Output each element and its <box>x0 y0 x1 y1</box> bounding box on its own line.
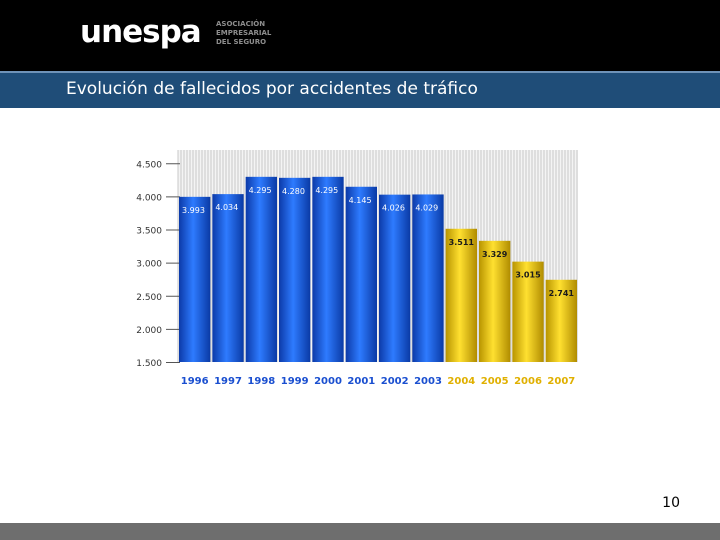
x-axis: 1996 1997 1998 1999 2000 2001 2002 2003 2004 2005… <box>181 376 576 387</box>
bar-2007 <box>545 279 577 362</box>
x-tick-label: 2004 <box>447 376 475 387</box>
data-label: 3.511 <box>449 238 475 247</box>
data-label: 4.029 <box>415 203 438 212</box>
y-tick-label: 2.000 <box>136 326 162 336</box>
title-bar-rule <box>0 71 720 73</box>
data-label: 3.015 <box>515 271 541 280</box>
title-bar <box>0 71 720 108</box>
y-tick-label: 1.500 <box>136 359 162 369</box>
data-labels: 3.993 4.034 4.295 4.280 4.295 4.145 4.026 4.029… <box>182 186 574 298</box>
bar-2004 <box>445 228 477 362</box>
bar-1997 <box>212 194 244 362</box>
bar-1998 <box>245 176 277 362</box>
logo-tagline: ASOCIACIÓN EMPRESARIAL DEL SEGURO <box>216 20 271 47</box>
logo-tagline-line: EMPRESARIAL <box>216 29 272 37</box>
data-label: 2.741 <box>549 289 575 298</box>
y-tick-label: 4.000 <box>136 193 162 203</box>
bar-2005 <box>479 240 511 362</box>
y-tick-label: 2.500 <box>136 293 162 303</box>
y-tick-label: 3.500 <box>136 227 162 237</box>
bar-1999 <box>279 177 311 362</box>
bars <box>179 176 577 362</box>
bar-2006 <box>512 261 544 362</box>
x-tick-label: 2000 <box>314 376 342 387</box>
x-tick-label: 1998 <box>247 376 275 387</box>
bar-2003 <box>412 194 444 362</box>
slide-title: Evolución de fallecidos por accidentes d… <box>66 79 478 99</box>
y-axis: 1.500 2.000 2.500 3.000 3.500 4.000 4.500 <box>136 160 180 369</box>
y-tick-label: 3.000 <box>136 260 162 270</box>
data-label: 4.026 <box>382 204 405 213</box>
x-tick-label: 2003 <box>414 376 442 387</box>
data-label: 3.993 <box>182 206 205 215</box>
x-tick-label: 2001 <box>347 376 375 387</box>
data-label: 4.034 <box>215 203 238 212</box>
logo-tagline-line: ASOCIACIÓN <box>216 20 266 28</box>
x-tick-label: 2002 <box>381 376 409 387</box>
y-tick-label: 4.500 <box>136 160 162 170</box>
data-label: 3.329 <box>482 250 508 259</box>
footer-bar <box>0 523 720 540</box>
data-label: 4.145 <box>349 196 372 205</box>
bar-2002 <box>379 194 411 362</box>
x-tick-label: 1996 <box>181 376 209 387</box>
data-label: 4.280 <box>282 187 305 196</box>
header-bar: unespa ASOCIACIÓN EMPRESARIAL DEL SEGURO <box>0 0 720 71</box>
x-tick-label: 1999 <box>281 376 309 387</box>
bar-2001 <box>345 186 377 362</box>
unespa-logo: unespa <box>80 14 202 50</box>
bar-2000 <box>312 176 344 362</box>
x-tick-label: 2007 <box>547 376 575 387</box>
page-number: 10 <box>662 495 680 511</box>
data-label: 4.295 <box>249 186 272 195</box>
logo-tagline-line: DEL SEGURO <box>216 38 267 46</box>
data-label: 4.295 <box>315 186 338 195</box>
bar-1996 <box>179 196 211 362</box>
x-tick-label: 2006 <box>514 376 542 387</box>
x-tick-label: 2005 <box>481 376 509 387</box>
x-tick-label: 1997 <box>214 376 242 387</box>
